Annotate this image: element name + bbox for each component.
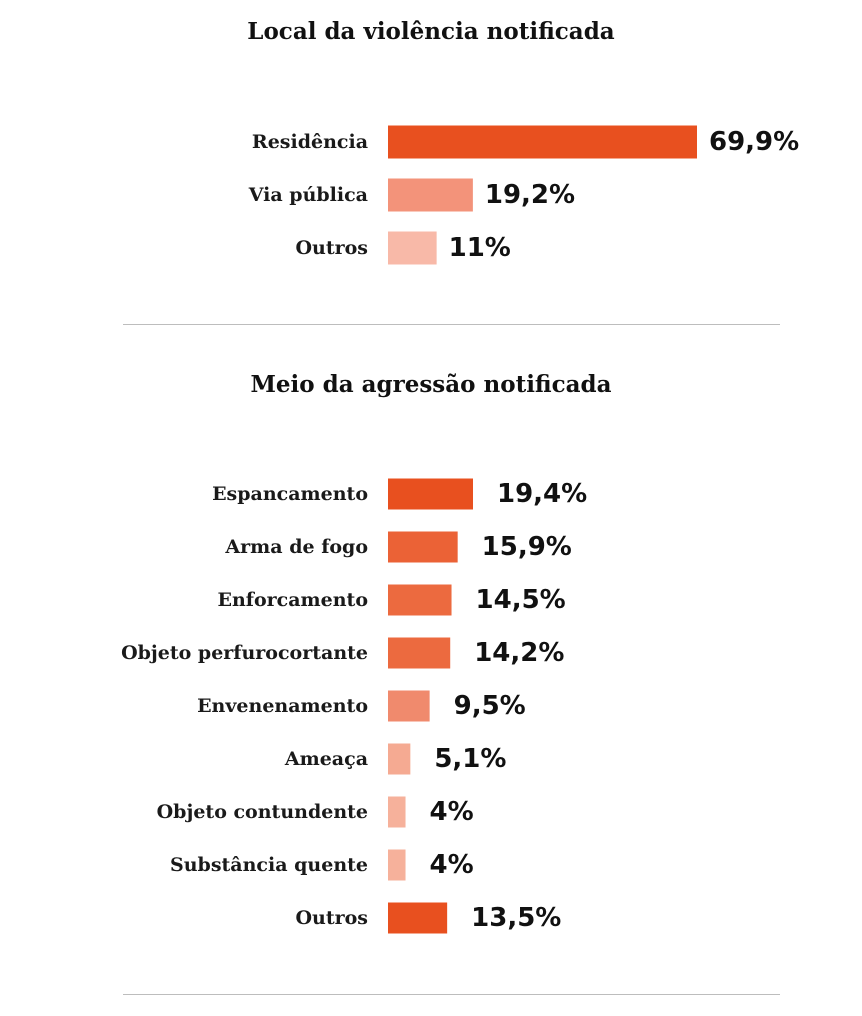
bar-outros: [388, 902, 448, 934]
category-label-via-publica: Via pública: [248, 184, 368, 206]
bar-objeto-contundente: [388, 796, 406, 828]
category-label-outros: Outros: [295, 237, 368, 259]
value-label-residencia: 69,9%: [709, 127, 799, 157]
chart-title-meio: Meio da agressão notificada: [250, 371, 612, 398]
value-label-via-publica: 19,2%: [485, 180, 575, 210]
bar-enforcamento: [388, 584, 452, 616]
value-label-objeto-perfurocortante: 14,2%: [474, 638, 564, 668]
category-label-arma-de-fogo: Arma de fogo: [224, 536, 368, 558]
bar-ameaca: [388, 743, 411, 775]
divider-bottom: [123, 994, 780, 995]
category-label-outros: Outros: [295, 907, 368, 929]
bar-residencia: [388, 125, 697, 159]
bar-objeto-perfurocortante: [388, 637, 451, 669]
bar-via-publica: [388, 178, 473, 212]
chart-meio-agressao: Espancamento 19,4% Arma de fogo 15,9% Enforc…: [121, 478, 587, 934]
value-label-outros: 11%: [449, 233, 511, 263]
bar-outros: [388, 231, 437, 265]
category-label-envenenamento: Envenenamento: [197, 695, 368, 717]
category-label-substancia-quente: Substância quente: [170, 854, 368, 876]
category-label-ameaca: Ameaça: [284, 748, 368, 770]
divider-top: [123, 324, 780, 325]
value-label-ameaca: 5,1%: [434, 744, 506, 774]
category-label-espancamento: Espancamento: [212, 483, 368, 505]
bar-substancia-quente: [388, 849, 406, 881]
category-label-objeto-perfurocortante: Objeto perfurocortante: [121, 642, 368, 664]
value-label-enforcamento: 14,5%: [476, 585, 566, 615]
category-label-objeto-contundente: Objeto contundente: [157, 801, 368, 823]
bar-espancamento: [388, 478, 473, 510]
chart-local-violencia: Residência 69,9% Via pública 19,2% Outros 11%: [248, 125, 799, 265]
bar-envenenamento: [388, 690, 430, 722]
value-label-espancamento: 19,4%: [497, 479, 587, 509]
bar-arma-de-fogo: [388, 531, 458, 563]
value-label-outros: 13,5%: [471, 903, 561, 933]
value-label-arma-de-fogo: 15,9%: [482, 532, 572, 562]
category-label-residencia: Residência: [252, 131, 368, 153]
value-label-envenenamento: 9,5%: [454, 691, 526, 721]
category-label-enforcamento: Enforcamento: [218, 589, 369, 611]
chart-title-local: Local da violência notificada: [247, 18, 615, 45]
value-label-objeto-contundente: 4%: [430, 797, 474, 827]
value-label-substancia-quente: 4%: [430, 850, 474, 880]
